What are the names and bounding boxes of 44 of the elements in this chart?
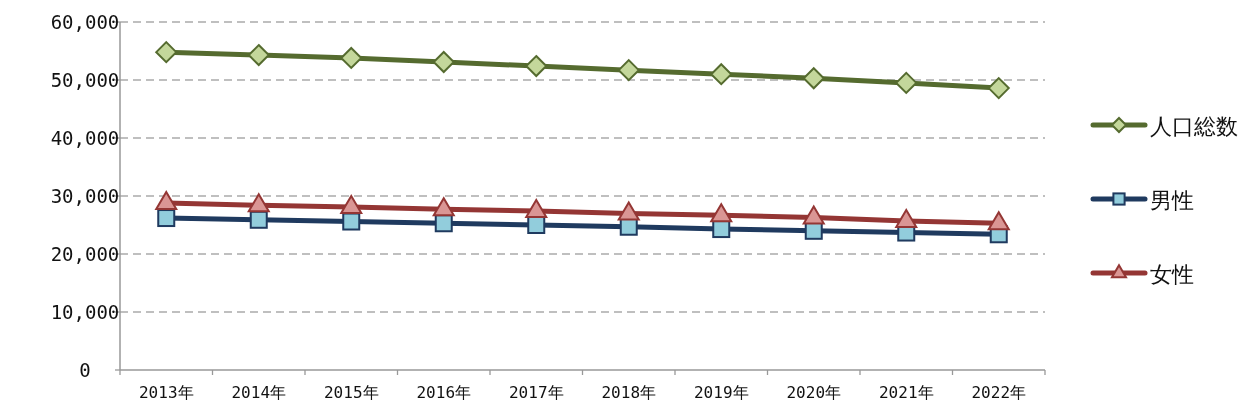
x-tick-label: 2014年 <box>231 383 287 402</box>
x-tick-label: 2013年 <box>138 383 194 402</box>
point <box>432 51 455 74</box>
x-tick-label: 2021年 <box>878 383 934 402</box>
point <box>802 205 825 225</box>
legend-label: 男性 <box>1150 188 1194 213</box>
x-tick-label: 2022年 <box>971 383 1027 402</box>
y-tick-label: 30,000 <box>50 185 120 207</box>
point <box>527 216 546 234</box>
legend-label: 女性 <box>1150 262 1194 287</box>
point <box>340 195 363 215</box>
x-tick-label: 2016年 <box>416 383 472 402</box>
y-tick-label: 20,000 <box>50 243 120 265</box>
point <box>987 77 1010 100</box>
point <box>247 44 270 67</box>
point <box>155 41 178 64</box>
x-tick-label: 2019年 <box>693 383 749 402</box>
y-tick-label: 10,000 <box>50 301 120 323</box>
point <box>432 197 455 217</box>
x-tick-label: 2020年 <box>786 383 842 402</box>
point <box>895 71 918 94</box>
point <box>525 55 548 78</box>
point <box>340 46 363 69</box>
y-tick-label: 40,000 <box>50 127 120 149</box>
point <box>802 67 825 90</box>
y-tick-label: 60,000 <box>50 11 120 33</box>
point <box>434 214 453 233</box>
x-tick-label: 2015年 <box>323 383 379 402</box>
point <box>157 209 176 228</box>
point <box>249 210 268 229</box>
point <box>712 220 731 239</box>
point <box>617 59 640 82</box>
legend-label: 人口総数 <box>1150 114 1238 139</box>
point <box>617 201 640 221</box>
point <box>710 203 733 223</box>
point <box>525 199 548 219</box>
point <box>710 63 733 86</box>
point <box>342 212 361 231</box>
x-tick-label: 2018年 <box>601 383 657 402</box>
point <box>987 211 1010 231</box>
point <box>247 193 270 213</box>
x-tick-label: 2017年 <box>508 383 564 402</box>
y-tick-label: 50,000 <box>50 69 120 91</box>
y-tick-label: 0 <box>79 359 91 381</box>
